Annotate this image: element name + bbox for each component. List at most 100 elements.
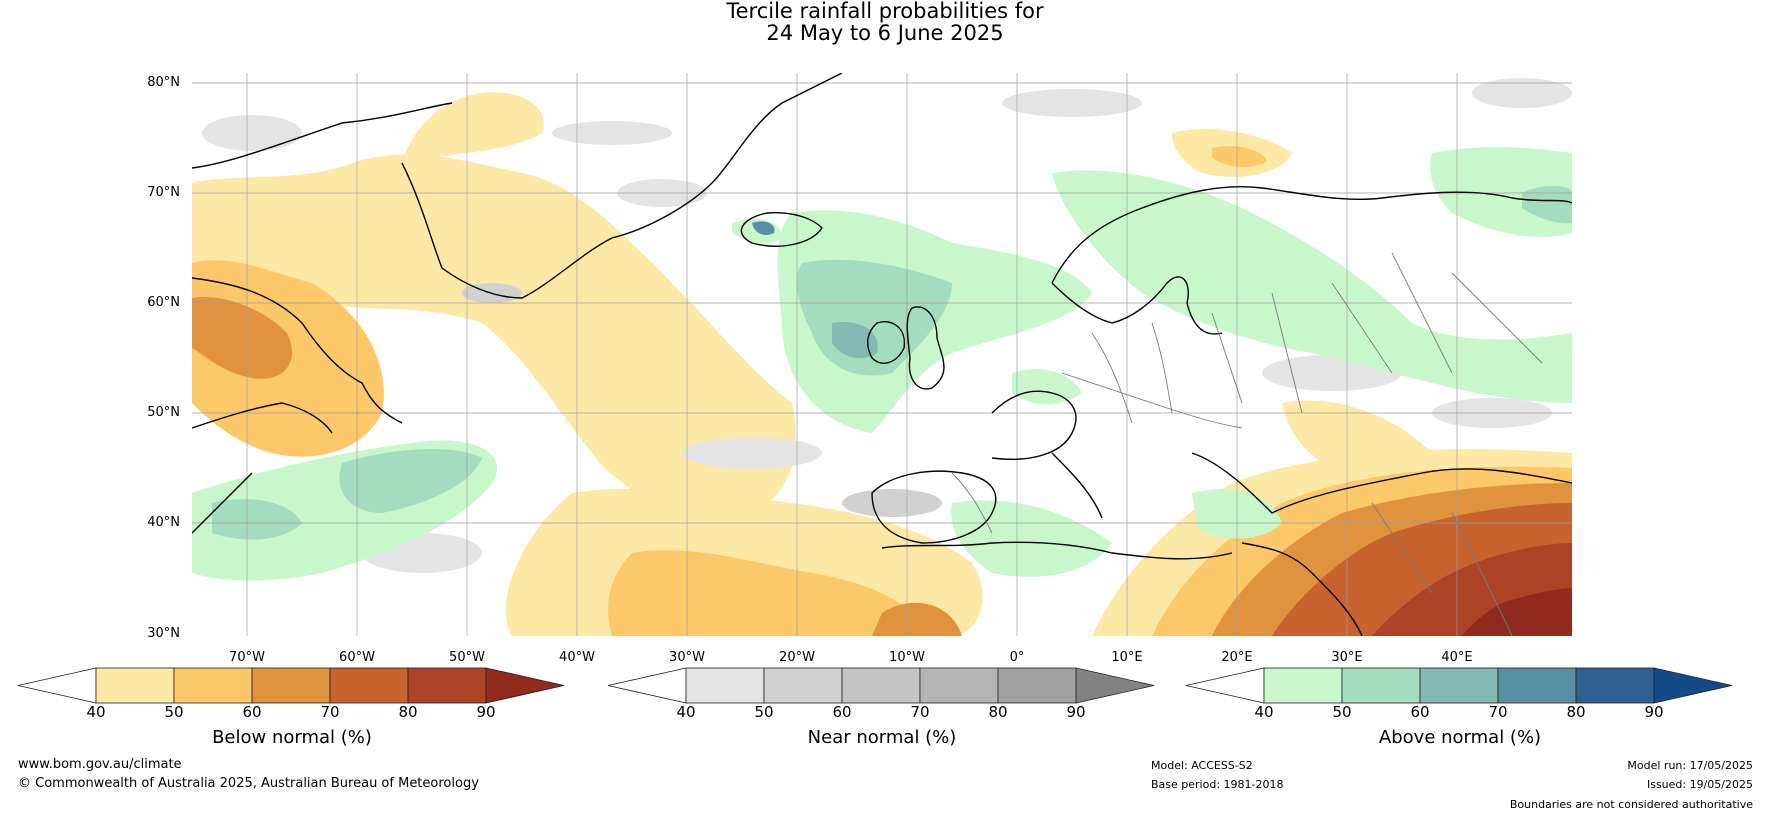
colorbar-swatch: [841, 667, 921, 704]
colorbar-swatch: [95, 667, 175, 704]
above-tick: 90: [1644, 703, 1664, 721]
copyright-text: © Commonwealth of Australia 2025, Austra…: [18, 776, 479, 791]
lon-label-50w: 50°W: [449, 650, 485, 665]
lat-label-80n: 80°N: [147, 75, 180, 90]
near-tick: 40: [676, 703, 696, 721]
colorbar-min-extension: [607, 667, 687, 704]
coastline-labrador: [192, 277, 403, 424]
rainfall-probability-map: [192, 73, 1572, 636]
colorbar-swatch: [251, 667, 331, 704]
below-tick: 40: [86, 703, 106, 721]
coastline-us-east: [192, 472, 253, 534]
lat-label-70n: 70°N: [147, 185, 180, 200]
near-tick: 60: [832, 703, 852, 721]
near-tick: 70: [910, 703, 930, 721]
colorbar-swatch: [763, 667, 843, 704]
colorbar-near-normal: [607, 667, 1156, 704]
lon-label-30w: 30°W: [669, 650, 705, 665]
near-normal-areas: [202, 78, 1572, 573]
lon-label-10e: 10°E: [1111, 650, 1143, 665]
boundaries-disclaimer: Boundaries are not considered authoritat…: [1509, 798, 1753, 811]
colorbar-max-extension: [485, 667, 565, 704]
legend-title-below-normal: Below normal (%): [212, 727, 372, 748]
near-normal-patch: [552, 121, 672, 145]
website-link[interactable]: www.bom.gov.au/climate: [18, 757, 182, 772]
below-tick: 60: [242, 703, 262, 721]
legend-title-near-normal: Near normal (%): [807, 727, 957, 748]
above-tick: 80: [1566, 703, 1586, 721]
map-title-line-2: 24 May to 6 June 2025: [766, 21, 1004, 45]
near-normal-patch: [1002, 89, 1142, 117]
coastline-great-britain: [906, 306, 945, 390]
above-tick: 70: [1488, 703, 1508, 721]
colorbar-swatch: [685, 667, 765, 704]
lon-label-30e: 30°E: [1331, 650, 1363, 665]
coastline-iceland: [740, 211, 823, 247]
coastline-greenland: [401, 73, 843, 299]
lon-label-0: 0°: [1009, 650, 1025, 665]
coastline-levant: [1241, 542, 1363, 636]
coastline-turkey-black-sea: [1191, 452, 1572, 514]
colorbar-swatch: [919, 667, 999, 704]
lat-label-40n: 40°N: [147, 515, 180, 530]
colorbar-near-normal-svg: [607, 667, 1155, 704]
lon-label-20e: 20°E: [1221, 650, 1253, 665]
above-normal-arctic-core: [1522, 186, 1572, 224]
below-tick: 50: [164, 703, 184, 721]
lon-label-40w: 40°W: [559, 650, 595, 665]
colorbar-swatch: [1263, 667, 1343, 704]
below-normal-middle-east-6: [1462, 588, 1572, 636]
country-borders: [951, 252, 1543, 636]
near-normal-patch: [842, 489, 942, 517]
below-normal-greenland-atlantic: [192, 154, 796, 519]
model-run-date: Model run: 17/05/2025: [1627, 759, 1753, 772]
colorbar-swatch: [1497, 667, 1577, 704]
colorbar-swatch: [1341, 667, 1421, 704]
coastline-scandinavia-north: [1051, 186, 1572, 284]
coastline-newfoundland-area: [192, 402, 333, 434]
above-tick: 40: [1254, 703, 1274, 721]
above-normal-iceland-core: [752, 221, 775, 235]
lon-label-10w: 10°W: [889, 650, 925, 665]
colorbar-swatch: [997, 667, 1077, 704]
above-normal-scandinavia-russia: [1052, 170, 1572, 403]
lat-label-50n: 50°N: [147, 405, 180, 420]
model-name: Model: ACCESS-S2: [1151, 759, 1253, 772]
above-normal-western-atlantic-2: [212, 499, 302, 540]
below-normal-areas: [192, 92, 1572, 636]
coastline-france: [991, 390, 1077, 460]
lon-label-60w: 60°W: [339, 650, 375, 665]
above-normal-mediterranean: [951, 500, 1112, 577]
base-period: Base period: 1981-2018: [1151, 778, 1284, 791]
near-tick: 80: [988, 703, 1008, 721]
below-normal-svalbard-core: [1212, 146, 1267, 168]
lon-label-40e: 40°E: [1441, 650, 1473, 665]
near-normal-patch: [202, 115, 302, 151]
colorbar-above-normal: [1185, 667, 1734, 704]
colorbar-swatch: [407, 667, 487, 704]
legend-title-above-normal: Above normal (%): [1378, 727, 1542, 748]
lat-label-30n: 30°N: [147, 626, 180, 641]
above-tick: 50: [1332, 703, 1352, 721]
colorbar-swatch: [1575, 667, 1655, 704]
colorbar-max-extension: [1653, 667, 1733, 704]
coastline-italy: [1051, 452, 1103, 519]
map-title-line-1: Tercile rainfall probabilities for: [726, 0, 1044, 23]
near-normal-patch: [1472, 78, 1572, 108]
colorbar-below-normal: [17, 667, 566, 704]
below-normal-labrador-core: [192, 297, 293, 379]
colorbar-min-extension: [17, 667, 97, 704]
below-normal-morocco-coast: [872, 602, 962, 636]
above-normal-western-atlantic-core: [339, 448, 482, 513]
lon-label-70w: 70°W: [229, 650, 265, 665]
below-normal-greenland-north: [402, 92, 544, 163]
below-tick: 70: [320, 703, 340, 721]
colorbar-max-extension: [1075, 667, 1155, 704]
colorbar-swatch: [1419, 667, 1499, 704]
coastlines: [192, 73, 1572, 636]
lon-label-20w: 20°W: [779, 650, 815, 665]
near-normal-patch: [682, 437, 822, 469]
coastline-north-africa: [881, 541, 1233, 560]
below-tick: 90: [476, 703, 496, 721]
above-tick: 60: [1410, 703, 1430, 721]
